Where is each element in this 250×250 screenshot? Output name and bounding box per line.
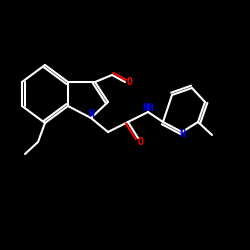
Text: O: O xyxy=(127,77,133,87)
Text: N: N xyxy=(88,109,94,119)
Text: O: O xyxy=(138,137,144,147)
Text: NH: NH xyxy=(142,103,154,113)
Text: N: N xyxy=(179,129,185,139)
